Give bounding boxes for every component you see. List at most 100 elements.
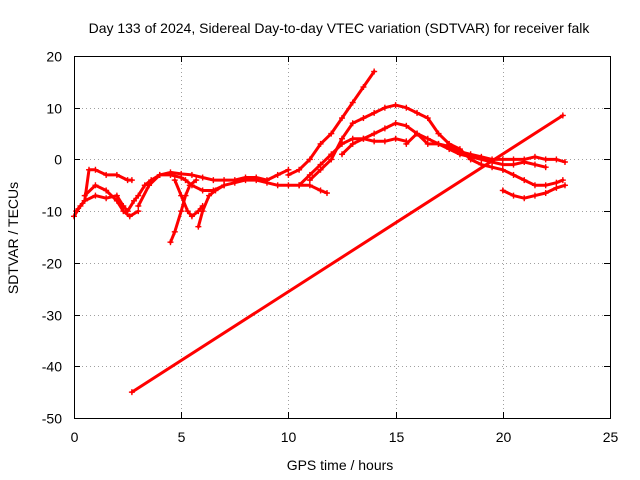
data-point	[542, 156, 549, 163]
data-point	[178, 192, 185, 199]
data-point	[531, 192, 538, 199]
data-point	[296, 166, 303, 173]
data-point	[531, 182, 538, 189]
data-point	[381, 125, 388, 132]
data-point	[128, 389, 135, 396]
data-point	[521, 195, 528, 202]
data-point	[210, 177, 217, 184]
y-tick-label: 10	[46, 101, 62, 117]
data-point	[328, 130, 335, 137]
data-point	[392, 135, 399, 142]
series-track-f	[173, 178, 205, 218]
data-point	[128, 177, 135, 184]
data-point	[435, 140, 442, 147]
data-point	[103, 195, 110, 202]
grid	[74, 56, 610, 418]
data-point	[467, 153, 474, 160]
data-point	[424, 135, 431, 142]
data-point	[193, 177, 200, 184]
data-point	[135, 192, 142, 199]
data-point	[285, 171, 292, 178]
data-point	[167, 239, 174, 246]
data-point	[510, 192, 517, 199]
data-point	[553, 179, 560, 186]
data-point	[349, 135, 356, 142]
data-point	[531, 161, 538, 168]
series-track-k	[340, 121, 567, 164]
data-point	[242, 177, 249, 184]
x-tick-label: 0	[71, 429, 79, 445]
data-point	[403, 140, 410, 147]
data-point	[521, 159, 528, 166]
data-point	[349, 140, 356, 147]
data-point	[424, 140, 431, 147]
data-point	[317, 140, 324, 147]
data-point	[146, 182, 153, 189]
data-point	[403, 104, 410, 111]
data-point	[306, 182, 313, 189]
y-tick-label: -30	[42, 308, 62, 324]
data-point	[489, 164, 496, 171]
data-point	[456, 151, 463, 158]
data-point	[553, 156, 560, 163]
data-point	[184, 208, 191, 215]
axes: 0 5 10 15 20 25 -50 -40 -30 -20 -10 0 10 20	[42, 49, 619, 446]
data-point	[274, 171, 281, 178]
data-point	[188, 213, 195, 220]
data-point	[182, 177, 189, 184]
data-point	[92, 166, 99, 173]
data-point	[103, 171, 110, 178]
data-point	[263, 179, 270, 186]
x-tick-label: 5	[178, 429, 186, 445]
data-point	[559, 177, 566, 184]
data-point	[135, 208, 142, 215]
data-point	[92, 182, 99, 189]
data-point	[499, 161, 506, 168]
data-marks	[71, 68, 568, 396]
data-point	[81, 192, 88, 199]
data-point	[306, 171, 313, 178]
data-point	[285, 182, 292, 189]
data-point	[435, 130, 442, 137]
data-point	[371, 138, 378, 145]
data-point	[424, 115, 431, 122]
data-point	[199, 208, 206, 215]
data-point	[521, 177, 528, 184]
data-point	[414, 109, 421, 116]
y-tick-label: -20	[42, 256, 62, 272]
data-point	[103, 187, 110, 194]
data-point	[339, 115, 345, 122]
data-point	[510, 156, 517, 163]
data-point	[328, 156, 335, 163]
data-point	[499, 187, 506, 194]
data-point	[156, 171, 163, 178]
data-point	[126, 213, 133, 220]
data-point	[285, 166, 292, 173]
chart-title: Day 133 of 2024, Sidereal Day-to-day VTE…	[89, 20, 591, 36]
data-point	[120, 208, 127, 215]
y-tick-label: -50	[42, 411, 62, 427]
data-point	[167, 171, 174, 178]
y-tick-label: 0	[54, 152, 62, 168]
data-point	[542, 164, 549, 171]
data-point	[221, 182, 228, 189]
data-point	[339, 151, 345, 158]
data-point	[349, 120, 356, 127]
data-point	[199, 187, 206, 194]
data-point	[131, 197, 138, 204]
data-point	[531, 153, 538, 160]
data-point	[253, 177, 260, 184]
x-tick-label: 20	[496, 429, 512, 445]
series-isolated	[130, 114, 565, 394]
data-point	[360, 135, 367, 142]
x-tick-label: 25	[603, 429, 619, 445]
data-point	[86, 166, 93, 173]
data-point	[446, 146, 453, 153]
data-point	[178, 208, 185, 215]
data-point	[135, 202, 142, 209]
data-point	[92, 192, 99, 199]
data-point	[349, 99, 356, 106]
data-point	[371, 130, 378, 137]
y-axis-label: SDTVAR / TECUs	[5, 182, 21, 294]
